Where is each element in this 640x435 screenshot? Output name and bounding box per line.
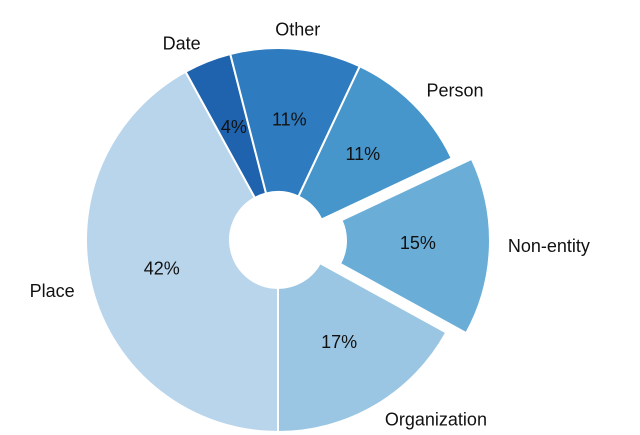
pie-slice	[338, 157, 491, 335]
pie-slice	[229, 47, 362, 198]
slice-value-label: 17%	[321, 332, 357, 352]
slice-value-label: 15%	[400, 233, 436, 253]
pie-slice	[297, 64, 454, 221]
slice-category-label: Place	[30, 281, 75, 301]
pie-slice	[277, 261, 448, 434]
slice-category-label: Non-entity	[508, 236, 590, 256]
slice-value-label: 11%	[272, 109, 307, 129]
slice-value-label: 4%	[221, 117, 247, 137]
slice-value-label: 42%	[144, 259, 180, 279]
slice-category-label: Date	[163, 33, 201, 53]
slice-category-label: Other	[275, 20, 320, 40]
pie-slice	[85, 70, 279, 434]
slice-category-label: Organization	[385, 410, 487, 430]
slice-value-label: 11%	[346, 144, 381, 164]
slice-category-label: Person	[426, 80, 483, 100]
